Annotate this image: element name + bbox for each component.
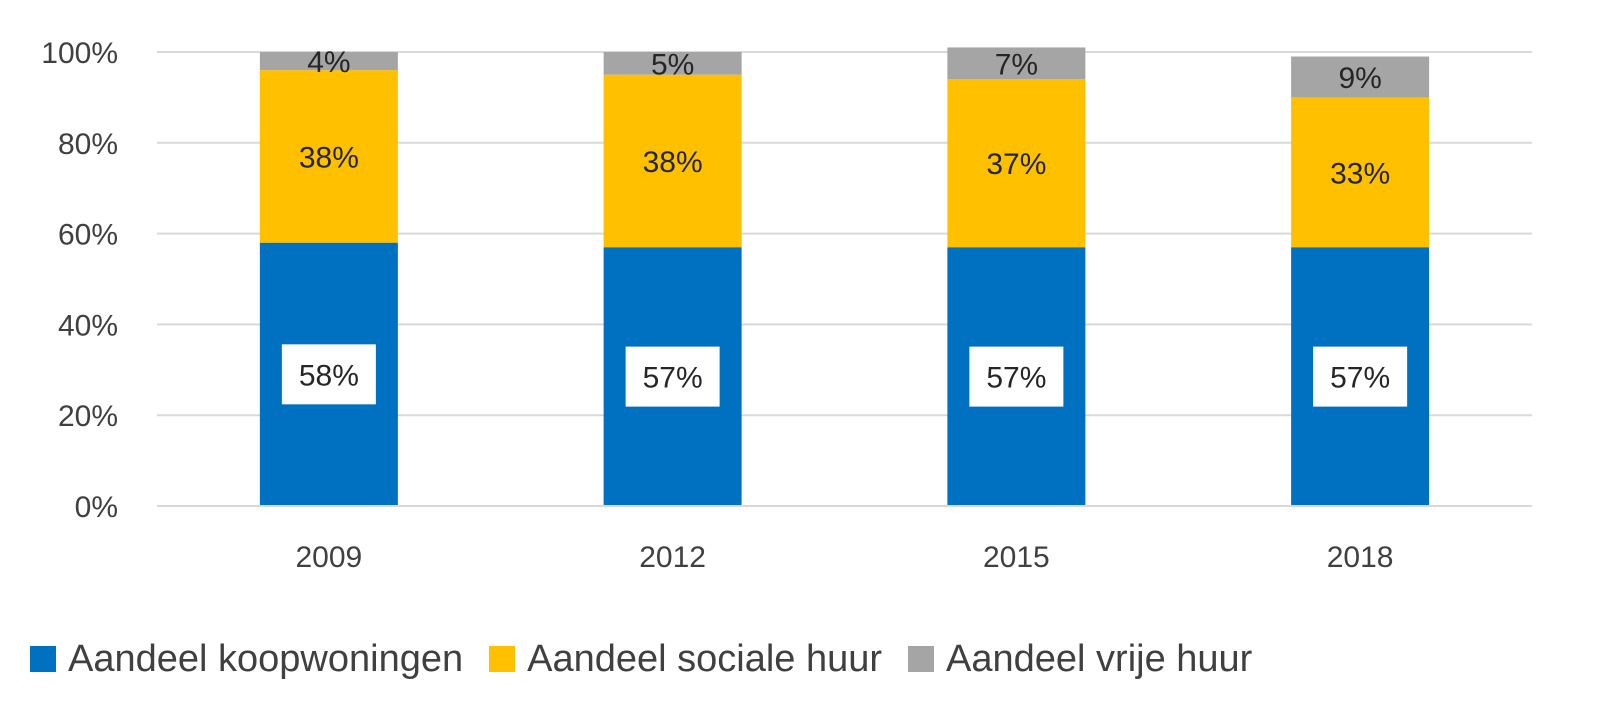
y-tick-label: 20% (58, 400, 118, 433)
data-label: 5% (651, 48, 694, 81)
bar-vrije-huur-2012 (603, 52, 742, 75)
data-label-box (969, 346, 1064, 407)
x-tick-label: 2009 (296, 541, 363, 574)
x-tick-label: 2015 (983, 541, 1050, 574)
data-label-box (281, 344, 376, 405)
bar-sociale-huur-2015 (947, 79, 1086, 248)
data-label: 37% (986, 148, 1046, 181)
x-tick-label: 2018 (1327, 541, 1394, 574)
data-label: 4% (307, 46, 350, 79)
y-tick-label: 100% (41, 37, 118, 70)
y-tick-label: 0% (75, 491, 118, 524)
legend-item: Aandeel koopwoningen (30, 638, 463, 681)
legend-swatch (908, 646, 935, 672)
legend-item: Aandeel sociale huur (489, 638, 882, 681)
data-label: 58% (299, 359, 359, 392)
data-label: 38% (299, 141, 359, 174)
data-label: 57% (1330, 362, 1390, 395)
data-label-box (1313, 346, 1408, 407)
data-label: 9% (1338, 62, 1381, 95)
legend-label: Aandeel sociale huur (527, 637, 883, 680)
data-label: 38% (643, 146, 703, 179)
legend-item: Aandeel vrije huur (908, 638, 1252, 681)
bar-vrije-huur-2018 (1291, 56, 1430, 98)
data-label-box (625, 346, 720, 407)
bar-vrije-huur-2009 (259, 52, 398, 71)
legend-swatch (489, 646, 516, 672)
legend-label: Aandeel vrije huur (946, 637, 1253, 680)
bar-sociale-huur-2018 (1291, 97, 1430, 248)
x-tick-label: 2012 (639, 541, 706, 574)
data-label: 7% (995, 48, 1038, 81)
data-label: 57% (986, 362, 1046, 395)
legend-label: Aandeel koopwoningen (68, 637, 464, 680)
y-tick-label: 40% (58, 309, 118, 342)
chart-legend: Aandeel koopwoningen Aandeel sociale huur… (30, 634, 1278, 684)
bar-sociale-huur-2009 (259, 70, 398, 243)
legend-swatch (30, 646, 56, 672)
data-label: 57% (643, 362, 703, 395)
bar-vrije-huur-2015 (947, 47, 1086, 80)
y-tick-label: 60% (58, 219, 118, 252)
bar-sociale-huur-2012 (603, 74, 742, 248)
y-tick-label: 80% (58, 128, 118, 161)
data-label: 33% (1330, 157, 1390, 190)
